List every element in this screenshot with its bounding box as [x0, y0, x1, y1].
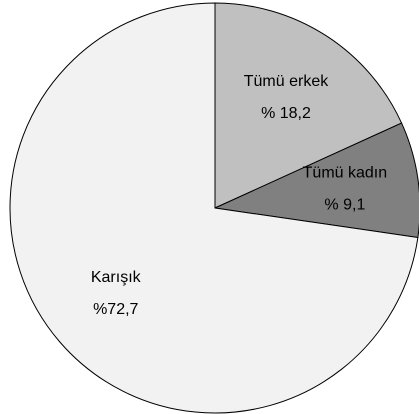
- slice-value-label: % 9,1: [324, 197, 365, 214]
- pie-slice: [213, 122, 419, 239]
- slice-label: Tümü erkek: [244, 73, 329, 90]
- pie-slice: [214, 2, 403, 209]
- slice-label: Tümü kadın: [303, 165, 387, 182]
- slice-label: Karışık: [91, 269, 142, 286]
- slice-value-label: % 18,2: [261, 105, 311, 122]
- slice-value-label: %72,7: [93, 301, 138, 318]
- pie-slice: [9, 2, 419, 414]
